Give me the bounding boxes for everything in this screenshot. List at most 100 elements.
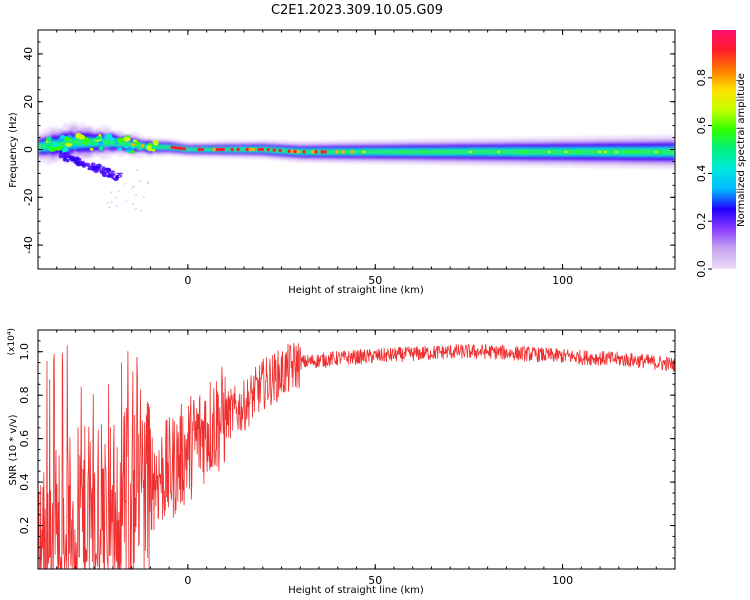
spectrogram-core-cell bbox=[260, 147, 264, 152]
spectrogram-speckle bbox=[401, 150, 405, 154]
spectrogram-blob bbox=[116, 137, 125, 143]
spectrogram-core-cell bbox=[257, 147, 261, 152]
snr-x-tick-label: 100 bbox=[552, 574, 573, 587]
spectrogram-speckle bbox=[598, 150, 602, 154]
spectrogram-tail-blob bbox=[115, 175, 121, 179]
spectrogram-faint-point bbox=[131, 186, 133, 189]
spectrogram-tail-blob bbox=[99, 169, 103, 174]
spectrogram-core-cell bbox=[221, 147, 225, 152]
spectrogram-core-cell bbox=[173, 146, 177, 150]
spectrogram-tail-blob bbox=[91, 165, 98, 171]
spectrogram-tail-blob bbox=[102, 167, 108, 170]
spectrogram-blob bbox=[124, 146, 129, 149]
spectrogram-blob bbox=[60, 135, 66, 139]
spectrogram-x-tick-label: 100 bbox=[552, 274, 573, 287]
spectrogram-core-cell bbox=[248, 147, 252, 152]
spectrogram-tail-blob bbox=[84, 162, 89, 167]
spectrogram-band bbox=[38, 121, 675, 170]
spectrogram-heatmap bbox=[38, 121, 675, 212]
colorbar-ticks: 0.0 0.2 0.4 0.6 0.8 bbox=[695, 69, 712, 278]
spectrogram-faint-point bbox=[113, 176, 115, 178]
spectrogram-faint-point bbox=[111, 201, 113, 203]
spectrogram-faint-point bbox=[146, 182, 149, 185]
spectrogram-blob bbox=[151, 148, 156, 152]
spectrogram-core-cell bbox=[278, 148, 282, 153]
spectrogram-core-cell bbox=[131, 143, 135, 147]
spectrogram-blob bbox=[83, 137, 90, 142]
spectrogram-faint-point bbox=[147, 180, 149, 183]
spectrogram-y-tick-label: -40 bbox=[22, 236, 35, 254]
spectrogram-blob bbox=[46, 136, 52, 142]
spectrogram-core-cell bbox=[314, 150, 318, 154]
spectrogram-core-cell bbox=[272, 148, 276, 152]
spectrogram-speckle bbox=[407, 150, 411, 154]
colorbar-label: Normalized spectral amplitude bbox=[736, 73, 747, 227]
snr-x-tick-label: 0 bbox=[184, 574, 191, 587]
spectrogram-core-cell bbox=[236, 147, 240, 152]
colorbar-tick-label: 0.2 bbox=[695, 212, 708, 230]
spectrogram-tail-blob bbox=[62, 157, 67, 162]
spectrogram-speckle bbox=[615, 150, 618, 154]
colorbar: 0.0 0.2 0.4 0.6 0.8 Normalized spectral ampl… bbox=[695, 30, 747, 278]
spectrogram-faint-point bbox=[140, 209, 142, 212]
spectrogram-y-axis-label: Frequency (Hz) bbox=[8, 112, 19, 188]
colorbar-tick-label: 0.0 bbox=[695, 260, 708, 278]
spectrogram-core-cell bbox=[350, 150, 354, 154]
spectrogram-core-cell bbox=[197, 147, 201, 152]
spectrogram-core-cell bbox=[251, 147, 255, 152]
spectrogram-blob bbox=[122, 137, 131, 142]
spectrogram-tail-blob bbox=[68, 156, 76, 159]
spectrogram-faint-point bbox=[106, 173, 108, 175]
spectrogram-core-cell bbox=[182, 147, 186, 151]
spectrogram-faint-point bbox=[118, 175, 121, 178]
spectrogram-faint-point bbox=[125, 200, 128, 203]
spectrogram-core-cell bbox=[200, 147, 204, 152]
spectrogram-blob bbox=[135, 141, 140, 146]
spectrogram-blob bbox=[146, 144, 153, 151]
snr-y-tick-label: 0.2 bbox=[18, 517, 31, 535]
spectrogram-core-cell bbox=[212, 147, 216, 152]
spectrogram-core-cell bbox=[266, 148, 270, 152]
spectrogram-speckle bbox=[468, 150, 472, 154]
spectrogram-faint-point bbox=[108, 206, 111, 208]
spectrogram-faint-point bbox=[135, 208, 137, 210]
snr-x-tick-label: 50 bbox=[368, 574, 382, 587]
spectrogram-blob bbox=[65, 142, 72, 147]
spectrogram-blob bbox=[58, 137, 63, 143]
spectrogram-tail-blob bbox=[72, 158, 80, 162]
snr-panel: 0 50 100 0.2 0.4 0.6 0.8 1.0 Height of straight… bbox=[7, 328, 676, 596]
spectrogram-blob bbox=[93, 137, 100, 140]
spectrogram-faint-point bbox=[115, 205, 118, 207]
spectrogram-core-cell bbox=[323, 150, 327, 154]
spectrogram-core-cell bbox=[230, 147, 234, 152]
spectrogram-speckle bbox=[654, 150, 658, 154]
spectrogram-faint-point bbox=[117, 190, 120, 192]
spectrogram-blob bbox=[132, 139, 138, 143]
snr-multiplier-label: (x10⁴) bbox=[7, 328, 17, 355]
spectrogram-speckle bbox=[435, 150, 439, 154]
spectrogram-blob bbox=[73, 145, 77, 150]
spectrogram-faint-point bbox=[110, 191, 113, 193]
spectrogram-tail-blob bbox=[59, 150, 63, 154]
colorbar-tick-label: 0.6 bbox=[695, 117, 708, 135]
spectrogram-blob bbox=[138, 147, 142, 151]
spectrogram-faint-point bbox=[135, 194, 137, 196]
spectrogram-y-tick-label: 40 bbox=[22, 47, 35, 61]
spectrogram-speckle bbox=[525, 150, 529, 154]
spectrogram-blob bbox=[152, 139, 159, 146]
spectrogram-blob bbox=[45, 142, 53, 148]
spectrogram-tail-blob bbox=[93, 169, 99, 174]
spectrogram-core-cell bbox=[290, 149, 294, 153]
spectrogram-blob bbox=[98, 146, 104, 151]
spectrogram-core-cell bbox=[215, 147, 219, 152]
spectrogram-blob bbox=[78, 134, 86, 140]
spectrogram-speckle bbox=[564, 150, 568, 154]
spectrogram-tail-blob bbox=[65, 151, 70, 157]
spectrogram-faint-point bbox=[114, 175, 116, 177]
spectrogram-faint-point bbox=[143, 196, 145, 198]
snr-series-line bbox=[38, 342, 675, 569]
spectrogram-x-tick-label: 0 bbox=[184, 274, 191, 287]
spectrogram-blob bbox=[151, 145, 157, 150]
